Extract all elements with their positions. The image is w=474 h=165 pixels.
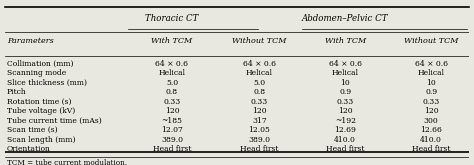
Text: 389.0: 389.0 xyxy=(248,136,270,144)
Text: 0.33: 0.33 xyxy=(164,98,181,106)
Text: 0.9: 0.9 xyxy=(425,88,437,96)
Text: 12.05: 12.05 xyxy=(248,126,270,134)
Text: 5.0: 5.0 xyxy=(253,79,265,87)
Text: 12.69: 12.69 xyxy=(334,126,356,134)
Text: Head first: Head first xyxy=(153,145,191,153)
Text: Rotation time (s): Rotation time (s) xyxy=(7,98,72,106)
Text: 300: 300 xyxy=(424,117,438,125)
Text: 64 × 0.6: 64 × 0.6 xyxy=(155,60,189,68)
Text: 120: 120 xyxy=(424,107,438,115)
Text: 120: 120 xyxy=(252,107,266,115)
Text: 64 × 0.6: 64 × 0.6 xyxy=(243,60,276,68)
Text: 389.0: 389.0 xyxy=(161,136,183,144)
Text: 0.8: 0.8 xyxy=(166,88,178,96)
Text: 0.33: 0.33 xyxy=(337,98,354,106)
Text: Orientation: Orientation xyxy=(7,145,51,153)
Text: ~185: ~185 xyxy=(162,117,182,125)
Text: Head first: Head first xyxy=(412,145,450,153)
Text: 64 × 0.6: 64 × 0.6 xyxy=(415,60,447,68)
Text: Thoracic CT: Thoracic CT xyxy=(145,14,199,23)
Text: With TCM: With TCM xyxy=(151,37,192,45)
Text: 10: 10 xyxy=(340,79,350,87)
Text: 410.0: 410.0 xyxy=(420,136,442,144)
Text: Helical: Helical xyxy=(418,69,445,77)
Text: Helical: Helical xyxy=(246,69,273,77)
Text: Slice thickness (mm): Slice thickness (mm) xyxy=(7,79,87,87)
Text: 64 × 0.6: 64 × 0.6 xyxy=(329,60,362,68)
Text: Parameters: Parameters xyxy=(7,37,54,45)
Text: Without TCM: Without TCM xyxy=(404,37,458,45)
Text: Tube voltage (kV): Tube voltage (kV) xyxy=(7,107,75,115)
Text: Helical: Helical xyxy=(332,69,359,77)
Text: 120: 120 xyxy=(164,107,179,115)
Text: 317: 317 xyxy=(252,117,267,125)
Text: 12.66: 12.66 xyxy=(420,126,442,134)
Text: Head first: Head first xyxy=(240,145,279,153)
Text: With TCM: With TCM xyxy=(325,37,366,45)
Text: 0.9: 0.9 xyxy=(339,88,351,96)
Text: Pitch: Pitch xyxy=(7,88,27,96)
Text: 0.33: 0.33 xyxy=(422,98,440,106)
Text: Scanning mode: Scanning mode xyxy=(7,69,66,77)
Text: Scan length (mm): Scan length (mm) xyxy=(7,136,75,144)
Text: Abdomen–Pelvic CT: Abdomen–Pelvic CT xyxy=(302,14,389,23)
Text: ~192: ~192 xyxy=(335,117,356,125)
Text: 120: 120 xyxy=(338,107,353,115)
Text: 12.07: 12.07 xyxy=(161,126,183,134)
Text: TCM = tube current modulation.: TCM = tube current modulation. xyxy=(7,159,127,165)
Text: 5.0: 5.0 xyxy=(166,79,178,87)
Text: Without TCM: Without TCM xyxy=(232,37,287,45)
Text: 0.8: 0.8 xyxy=(253,88,265,96)
Text: Scan time (s): Scan time (s) xyxy=(7,126,58,134)
Text: Collimation (mm): Collimation (mm) xyxy=(7,60,73,68)
Text: 0.33: 0.33 xyxy=(251,98,268,106)
Text: 410.0: 410.0 xyxy=(334,136,356,144)
Text: Helical: Helical xyxy=(158,69,185,77)
Text: Head first: Head first xyxy=(326,145,365,153)
Text: 10: 10 xyxy=(426,79,436,87)
Text: Tube current time (mAs): Tube current time (mAs) xyxy=(7,117,102,125)
